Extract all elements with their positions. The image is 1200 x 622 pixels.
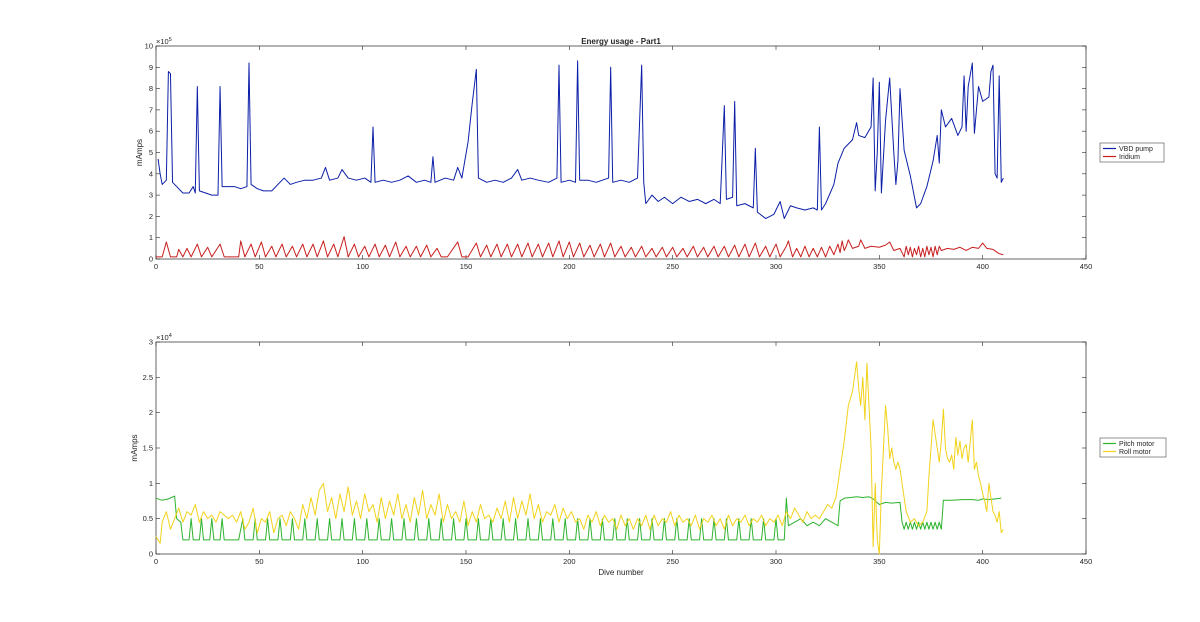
x-tick-label: 450: [1080, 557, 1093, 566]
x-axis-ticks: 0 50 100 150 200 250 300 350 400 450: [154, 342, 1092, 566]
series-lines: [155, 361, 1004, 555]
legend: Pitch motor Roll motor: [1099, 437, 1167, 458]
legend-label-pitch-motor: Pitch motor: [1119, 441, 1155, 448]
y-exponent-power: 5: [169, 37, 172, 43]
y-tick-label: 5: [149, 148, 153, 157]
y-tick-label: 10: [145, 42, 153, 51]
y-tick-label: 7: [149, 105, 153, 114]
y-exponent-base: ×10: [156, 37, 169, 46]
y-tick-label: 4: [149, 169, 153, 178]
y-tick-label: 3: [149, 338, 153, 347]
y-tick-label: 3: [149, 191, 153, 200]
y-tick-label: 8: [149, 84, 153, 93]
energy-usage-axes: 0 50 100 150 200 250 300 350 400 450 0 1 2 3 4 5 6 7 8 9 10…: [135, 37, 1165, 271]
legend-label-roll-motor: Roll motor: [1119, 449, 1152, 456]
series-line-pitch-motor: [155, 495, 1002, 541]
x-axis-label: Dive number: [598, 568, 644, 577]
legend: VBD pump Iridium: [1099, 142, 1165, 163]
legend-label-vbd-pump: VBD pump: [1119, 146, 1153, 153]
y-tick-label: 1.5: [143, 444, 153, 453]
x-tick-label: 250: [666, 262, 679, 271]
x-tick-label: 50: [255, 262, 263, 271]
x-tick-label: 400: [976, 557, 989, 566]
x-tick-label: 50: [255, 557, 263, 566]
x-tick-label: 350: [873, 262, 886, 271]
legend-box: [1099, 437, 1167, 458]
y-exponent-power: 4: [169, 333, 172, 339]
y-axis-ticks: 0 1 2 3 4 5 6 7 8 9 10: [145, 42, 1086, 264]
legend-box: [1099, 142, 1165, 163]
series-line-vbd-pump: [157, 60, 1004, 220]
chart-title: Energy usage - Part1: [581, 37, 661, 46]
x-tick-label: 150: [460, 262, 473, 271]
y-axis-ticks: 0 0.5 1 1.5 2 2.5 3: [143, 338, 1086, 559]
y-tick-label: 1: [149, 479, 153, 488]
x-tick-label: 200: [563, 557, 576, 566]
y-tick-label: 0: [149, 550, 153, 559]
y-axis-label: mAmps: [135, 139, 144, 166]
y-tick-label: 2: [149, 212, 153, 221]
x-tick-label: 300: [770, 557, 783, 566]
y-tick-label: 0.5: [143, 514, 153, 523]
series-lines: [156, 60, 1004, 258]
y-exponent-label: ×105: [156, 37, 172, 46]
y-tick-label: 1: [149, 233, 153, 242]
y-tick-label: 9: [149, 63, 153, 72]
x-axis-ticks: 0 50 100 150 200 250 300 350 400 450: [154, 46, 1092, 271]
x-tick-label: 0: [154, 557, 158, 566]
y-tick-label: 6: [149, 127, 153, 136]
x-tick-label: 250: [666, 557, 679, 566]
series-line-iridium: [156, 236, 1004, 258]
x-tick-label: 300: [770, 262, 783, 271]
y-exponent-label: ×104: [156, 333, 172, 342]
x-tick-label: 150: [460, 557, 473, 566]
legend-label-iridium: Iridium: [1119, 154, 1140, 161]
y-tick-label: 2: [149, 408, 153, 417]
motor-current-axes: 0 50 100 150 200 250 300 350 400 450 0 0.5 1 1.5 2 2.5…: [130, 333, 1167, 577]
x-tick-label: 100: [356, 557, 369, 566]
x-tick-label: 0: [154, 262, 158, 271]
y-exponent-base: ×10: [156, 333, 169, 342]
y-tick-label: 0: [149, 255, 153, 264]
x-tick-label: 450: [1080, 262, 1093, 271]
plot-area-frame: [155, 45, 1087, 260]
x-tick-label: 400: [976, 262, 989, 271]
y-tick-label: 2.5: [143, 373, 153, 382]
x-tick-label: 100: [356, 262, 369, 271]
x-tick-label: 350: [873, 557, 886, 566]
x-tick-label: 200: [563, 262, 576, 271]
y-axis-label: mAmps: [130, 434, 139, 461]
series-line-roll-motor: [155, 361, 1004, 555]
